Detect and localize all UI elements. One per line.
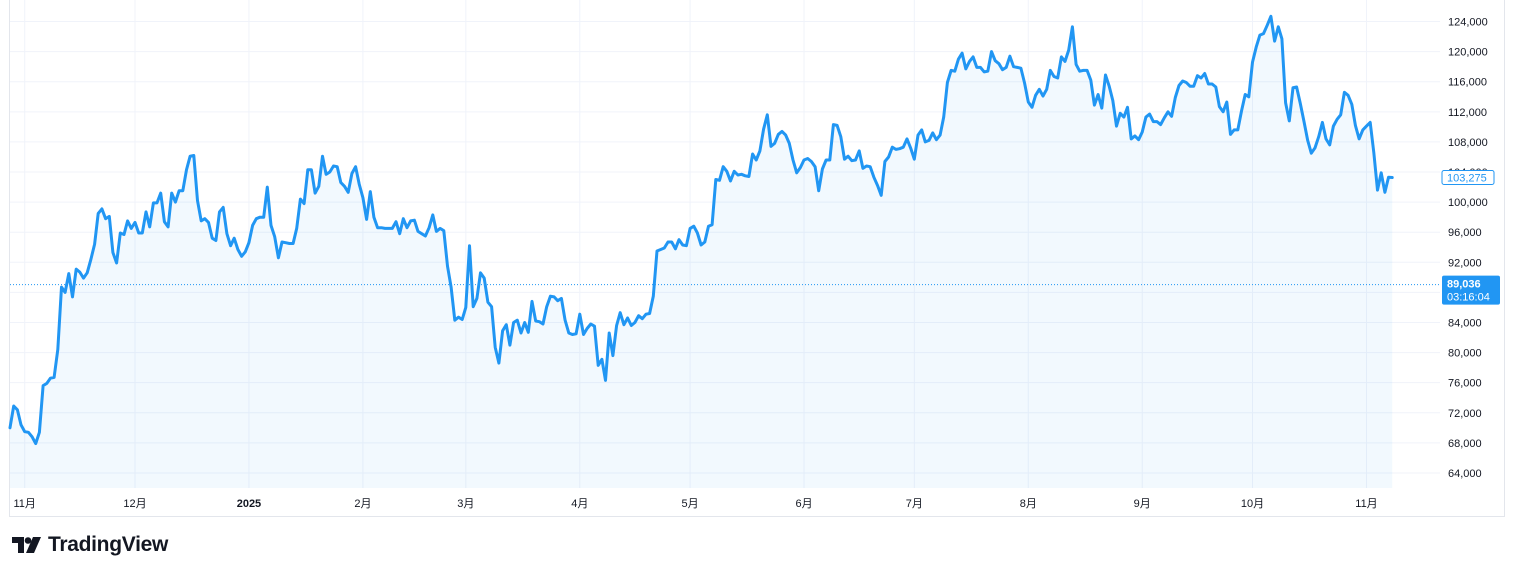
x-tick-label: 8月 xyxy=(1020,498,1037,510)
x-tick-label: 6月 xyxy=(795,498,812,510)
current-price-tag: 89,036 03:16:04 xyxy=(1442,275,1500,305)
y-tick-label: 120,000 xyxy=(1448,47,1488,59)
y-tick-label: 72,000 xyxy=(1448,408,1482,420)
y-tick-label: 96,000 xyxy=(1448,227,1482,239)
x-tick-label: 5月 xyxy=(682,498,699,510)
current-price-label: 89,036 xyxy=(1447,279,1481,291)
x-tick-label: 7月 xyxy=(906,498,923,510)
y-tick-label: 80,000 xyxy=(1448,348,1482,360)
tradingview-brand[interactable]: TradingView xyxy=(12,533,168,557)
y-tick-label: 68,000 xyxy=(1448,438,1482,450)
x-tick-label: 9月 xyxy=(1134,498,1151,510)
price-area-fill xyxy=(10,16,1393,489)
current-price-tag-box xyxy=(1442,275,1500,305)
y-tick-label: 116,000 xyxy=(1448,77,1487,89)
last-close-tag-label: 103,275 xyxy=(1447,172,1487,184)
x-tick-label: 2月 xyxy=(354,498,371,510)
y-tick-label: 76,000 xyxy=(1448,378,1482,390)
y-tick-label: 92,000 xyxy=(1448,257,1482,269)
x-tick-label: 4月 xyxy=(571,498,588,510)
price-axis[interactable]: 64,00068,00072,00076,00080,00084,00088,0… xyxy=(1448,17,1488,480)
x-tick-label: 12月 xyxy=(123,498,146,510)
y-tick-label: 112,000 xyxy=(1448,107,1487,119)
price-line[interactable] xyxy=(8,14,1394,446)
tradingview-logo-icon xyxy=(12,537,41,553)
y-tick-label: 100,000 xyxy=(1448,197,1488,209)
chart-frame xyxy=(9,0,1505,517)
x-tick-label: 11月 xyxy=(1355,498,1377,510)
y-tick-label: 84,000 xyxy=(1448,317,1482,329)
y-tick-label: 124,000 xyxy=(1448,17,1488,29)
chart-grid xyxy=(10,0,1440,488)
x-tick-label: 10月 xyxy=(1241,498,1264,510)
last-close-tag-box xyxy=(1441,169,1495,185)
y-tick-label: 108,000 xyxy=(1448,137,1488,149)
x-tick-label: 11月 xyxy=(13,498,35,510)
price-chart[interactable]: 64,00068,00072,00076,00080,00084,00088,0… xyxy=(0,0,1515,517)
brand-name: TradingView xyxy=(48,533,169,556)
time-axis[interactable]: 11月 12月 2025 2月 3月 4月 5月 6月 7月 8月 9月 10月 11月 xyxy=(13,498,1377,510)
x-tick-label: 3月 xyxy=(457,498,474,510)
y-tick-label: 64,000 xyxy=(1448,468,1482,480)
x-tick-label: 2025 xyxy=(237,498,261,510)
bar-countdown-label: 03:16:04 xyxy=(1447,292,1490,304)
last-close-tag: 103,275 xyxy=(1441,169,1495,185)
